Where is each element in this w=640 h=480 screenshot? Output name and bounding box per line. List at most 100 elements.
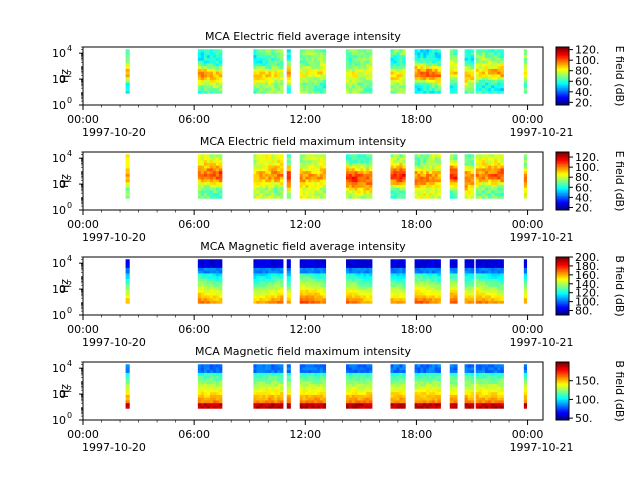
spectrogram-cell bbox=[481, 168, 486, 172]
spectrogram-cell bbox=[500, 85, 504, 89]
spectrogram-cell bbox=[396, 380, 400, 384]
spectrogram-cell bbox=[274, 372, 278, 376]
spectrogram-cell bbox=[212, 74, 217, 78]
spectrogram-cell bbox=[314, 295, 318, 299]
spectrogram-cell bbox=[478, 292, 483, 296]
spectrogram-cell bbox=[360, 372, 364, 376]
spectrogram-cell bbox=[319, 270, 324, 274]
spectrogram-cell bbox=[317, 184, 321, 188]
spectrogram-cell bbox=[431, 391, 436, 395]
spectrogram-cell bbox=[322, 54, 327, 58]
spectrogram-cell bbox=[449, 159, 454, 163]
spectrogram-cell bbox=[319, 74, 324, 78]
spectrogram-cell bbox=[417, 372, 421, 376]
spectrogram-cell bbox=[348, 85, 353, 89]
spectrogram-cell bbox=[396, 57, 400, 61]
spectrogram-cell bbox=[215, 63, 220, 67]
spectrogram-cell bbox=[299, 159, 304, 163]
spectrogram-cell bbox=[280, 275, 284, 279]
colorbar-segment bbox=[556, 409, 569, 412]
spectrogram-cell bbox=[351, 85, 356, 89]
spectrogram-cell bbox=[200, 369, 205, 373]
spectrogram-cell bbox=[431, 170, 436, 174]
spectrogram-cell bbox=[494, 364, 498, 368]
spectrogram-cell bbox=[354, 372, 358, 376]
spectrogram-cell bbox=[274, 273, 278, 277]
spectrogram-cell bbox=[203, 154, 208, 158]
spectrogram-cell bbox=[431, 176, 436, 180]
spectrogram-cell bbox=[265, 273, 269, 277]
spectrogram-cell bbox=[271, 394, 275, 398]
spectrogram-cell bbox=[259, 281, 263, 285]
spectrogram-cell bbox=[402, 264, 406, 268]
spectrogram-cell bbox=[431, 60, 436, 64]
spectrogram-cell bbox=[360, 275, 364, 279]
spectrogram-cell bbox=[280, 49, 284, 53]
spectrogram-cell bbox=[271, 402, 275, 406]
spectrogram-cell bbox=[314, 394, 318, 398]
spectrogram-cell bbox=[449, 375, 454, 379]
spectrogram-cell bbox=[414, 264, 418, 268]
spectrogram-cell bbox=[197, 192, 202, 196]
spectrogram-cell bbox=[478, 367, 483, 371]
spectrogram-cell bbox=[299, 60, 304, 64]
spectrogram-cell bbox=[319, 367, 324, 371]
spectrogram-cell bbox=[311, 65, 315, 69]
spectrogram-cell bbox=[494, 79, 498, 83]
spectrogram-cell bbox=[197, 378, 202, 382]
spectrogram-cell bbox=[274, 74, 278, 78]
spectrogram-cell bbox=[302, 168, 306, 172]
spectrogram-cell bbox=[314, 154, 318, 158]
spectrogram-cell bbox=[351, 391, 356, 395]
spectrogram-cell bbox=[317, 179, 321, 183]
spectrogram-cell bbox=[348, 380, 353, 384]
spectrogram-cell bbox=[396, 195, 400, 199]
spectrogram-cell bbox=[280, 262, 284, 266]
spectrogram-cell bbox=[253, 262, 257, 266]
spectrogram-cell bbox=[308, 82, 312, 86]
spectrogram-cell bbox=[256, 375, 260, 379]
colorbar-segment bbox=[556, 406, 569, 409]
spectrogram-cell bbox=[484, 284, 489, 288]
spectrogram-cell bbox=[470, 71, 475, 75]
spectrogram-cell bbox=[346, 49, 350, 53]
spectrogram-cell bbox=[280, 281, 284, 285]
spectrogram-cell bbox=[314, 71, 318, 75]
spectrogram-cell bbox=[215, 284, 220, 288]
colorbar-segment bbox=[556, 370, 569, 373]
spectrogram-cell bbox=[481, 391, 486, 395]
spectrogram-cell bbox=[366, 192, 370, 196]
spectrogram-cell bbox=[470, 400, 475, 404]
spectrogram-cell bbox=[200, 176, 205, 180]
spectrogram-cell bbox=[354, 270, 358, 274]
spectrogram-cell bbox=[402, 49, 406, 53]
spectrogram-cell bbox=[464, 383, 469, 387]
spectrogram-cell bbox=[449, 383, 454, 387]
spectrogram-cell bbox=[449, 71, 454, 75]
spectrogram-cell bbox=[200, 190, 205, 194]
spectrogram-cell bbox=[453, 74, 458, 78]
x-date-label: 1997-10-21 bbox=[510, 231, 574, 244]
spectrogram-cell bbox=[491, 173, 495, 177]
spectrogram-cell bbox=[262, 195, 266, 199]
spectrogram-cell bbox=[314, 65, 318, 69]
spectrogram-cell bbox=[125, 52, 130, 56]
spectrogram-cell bbox=[305, 278, 309, 282]
spectrogram-cell bbox=[470, 68, 475, 72]
spectrogram-cell bbox=[280, 391, 284, 395]
spectrogram-cell bbox=[399, 375, 403, 379]
spectrogram-cell bbox=[215, 402, 220, 406]
colorbar-segment bbox=[556, 377, 569, 380]
spectrogram-cell bbox=[256, 154, 260, 158]
spectrogram-cell bbox=[363, 295, 367, 299]
spectrogram-cell bbox=[360, 63, 364, 67]
spectrogram-cell bbox=[366, 391, 370, 395]
spectrogram-cell bbox=[523, 394, 528, 398]
spectrogram-cell bbox=[197, 300, 202, 304]
spectrogram-cell bbox=[299, 76, 304, 80]
spectrogram-cell bbox=[417, 378, 421, 382]
spectrogram-cell bbox=[428, 74, 433, 78]
spectrogram-cell bbox=[453, 275, 458, 279]
